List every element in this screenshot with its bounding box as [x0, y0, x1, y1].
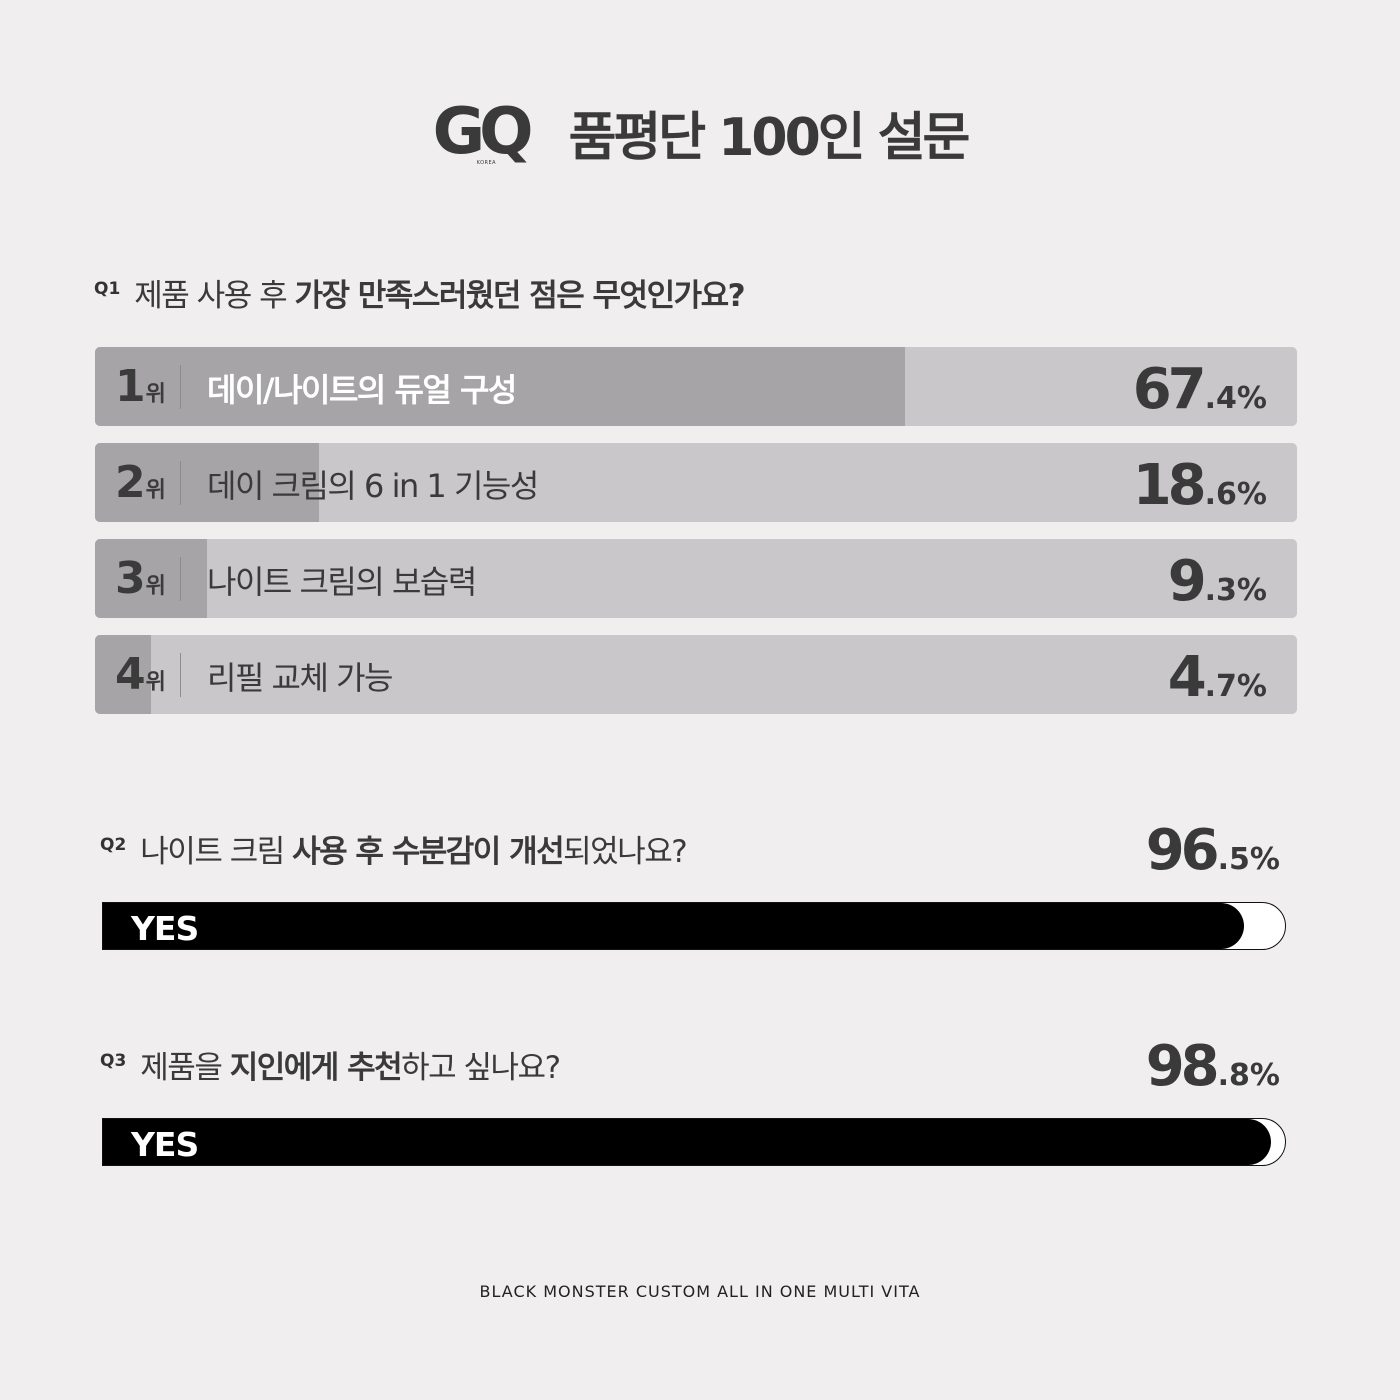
- q2-yes-bar-fill: [103, 903, 1244, 949]
- rank-divider: [180, 653, 181, 697]
- question-text-c: 되었나요?: [563, 834, 688, 870]
- rank-bar-fill: [95, 347, 906, 426]
- rank-divider: [180, 461, 181, 505]
- question-text-bold: 사용 후 수분감이 개선: [292, 834, 565, 870]
- pct-decimal: .7%: [1204, 669, 1267, 704]
- question-number: Q3: [100, 1051, 127, 1071]
- pct-integer: 18: [1132, 453, 1207, 518]
- rank-suffix: 위: [145, 574, 166, 599]
- rank-bar: 3 위 나이트 크림의 보습력 9.3%: [95, 539, 1297, 618]
- pct-decimal: .5%: [1217, 842, 1280, 877]
- question-2: Q2 나이트 크림 사용 후 수분감이 개선되었나요?: [100, 826, 688, 871]
- value-label: 18.6%: [1133, 453, 1267, 518]
- question-text-bold: 가장 만족스러웠던 점은 무엇인가요?: [294, 278, 745, 314]
- question-text: 나이트 크림 사용 후 수분감이 개선되었나요?: [140, 826, 688, 871]
- category-label: 나이트 크림의 보습력: [207, 563, 477, 601]
- q2-yes-bar-track: YES: [102, 902, 1286, 950]
- pct-decimal: .8%: [1217, 1058, 1280, 1093]
- value-label: 4.7%: [1168, 645, 1267, 710]
- rank-bar: 4 위 리필 교체 가능 4.7%: [95, 635, 1297, 714]
- gq-logo: GQ KOREA: [433, 97, 547, 167]
- q3-yes-bar-fill: [103, 1119, 1271, 1165]
- question-text-c: 하고 싶나요?: [401, 1050, 561, 1086]
- question-text-a: 나이트 크림: [140, 834, 293, 870]
- question-text-plain: 제품 사용 후: [134, 278, 295, 314]
- value-label: 9.3%: [1168, 549, 1267, 614]
- rank-bar-fill: [95, 443, 319, 522]
- pct-integer: 9: [1167, 549, 1207, 614]
- question-text-a: 제품을: [140, 1050, 230, 1086]
- rank-divider: [180, 365, 181, 409]
- pct-decimal: .3%: [1204, 573, 1267, 608]
- q3-percentage: 98.8%: [1146, 1034, 1280, 1099]
- question-text: 제품을 지인에게 추천하고 싶나요?: [140, 1042, 561, 1087]
- question-text: 제품 사용 후 가장 만족스러웠던 점은 무엇인가요?: [134, 270, 745, 315]
- question-1: Q1 제품 사용 후 가장 만족스러웠던 점은 무엇인가요?: [94, 270, 746, 315]
- category-label: 리필 교체 가능: [207, 659, 393, 697]
- rank-number: 3: [115, 553, 146, 604]
- rank-bar-fill: [95, 539, 207, 618]
- pct-integer: 98: [1145, 1034, 1220, 1099]
- rank-suffix: 위: [145, 670, 166, 695]
- value-label: 67.4%: [1133, 357, 1267, 422]
- rank-suffix: 위: [145, 382, 166, 407]
- rank-number: 4: [115, 649, 146, 700]
- rank-bar-fill: [95, 635, 152, 714]
- logo-subtext: KOREA: [476, 160, 497, 166]
- question-text-bold: 지인에게 추천: [229, 1050, 403, 1086]
- pct-integer: 96: [1145, 818, 1220, 883]
- page-title: 품평단 100인 설문: [568, 107, 971, 168]
- pct-integer: 4: [1167, 645, 1207, 710]
- rank-suffix: 위: [145, 478, 166, 503]
- header: GQ KOREA 품평단 100인 설문: [0, 92, 1400, 172]
- rank-bar: 2 위 데이 크림의 6 in 1 기능성 18.6%: [95, 443, 1297, 522]
- question-3: Q3 제품을 지인에게 추천하고 싶나요?: [100, 1042, 561, 1087]
- rank-divider: [180, 557, 181, 601]
- ranking-bar-chart: 1 위 데이/나이트의 듀얼 구성 67.4% 2 위 데이 크림의 6 in 1 기능성 1…: [95, 347, 1297, 731]
- yes-label: YES: [131, 1125, 199, 1164]
- category-label: 데이/나이트의 듀얼 구성: [207, 371, 517, 409]
- pct-decimal: .6%: [1204, 477, 1267, 512]
- yes-label: YES: [131, 909, 199, 948]
- category-label: 데이 크림의 6 in 1 기능성: [207, 467, 539, 505]
- rank-number: 1: [115, 361, 146, 412]
- rank-bar: 1 위 데이/나이트의 듀얼 구성 67.4%: [95, 347, 1297, 426]
- question-number: Q1: [94, 279, 121, 299]
- q2-percentage: 96.5%: [1146, 818, 1280, 883]
- q3-yes-bar-track: YES: [102, 1118, 1286, 1166]
- rank-number: 2: [115, 457, 146, 508]
- question-number: Q2: [100, 835, 127, 855]
- pct-decimal: .4%: [1204, 381, 1267, 416]
- logo-text: GQ: [432, 95, 534, 169]
- footer-product-name: BLACK MONSTER CUSTOM ALL IN ONE MULTI VI…: [479, 1282, 921, 1301]
- pct-integer: 67: [1132, 357, 1207, 422]
